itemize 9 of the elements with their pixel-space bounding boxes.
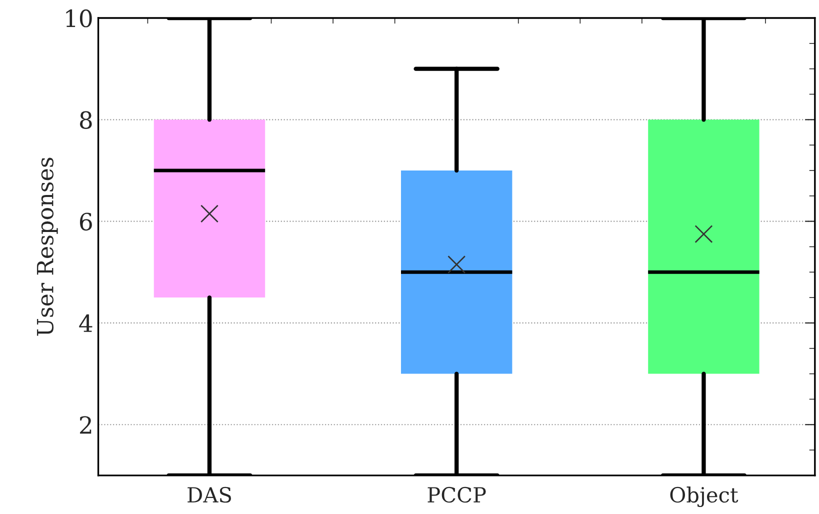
y-tick-label: 8 bbox=[80, 111, 92, 129]
y-tick-label: 4 bbox=[79, 314, 92, 332]
x-tick-label: PCCP bbox=[428, 486, 486, 503]
x-tick-label: DAS bbox=[188, 486, 231, 503]
y-tick-label: 6 bbox=[80, 212, 92, 231]
x-tick-label: Object bbox=[670, 486, 738, 508]
y-tick-label: 10 bbox=[66, 9, 92, 28]
y-axis-title: User Responses bbox=[36, 158, 58, 336]
y-tick-label: 2 bbox=[80, 416, 92, 434]
